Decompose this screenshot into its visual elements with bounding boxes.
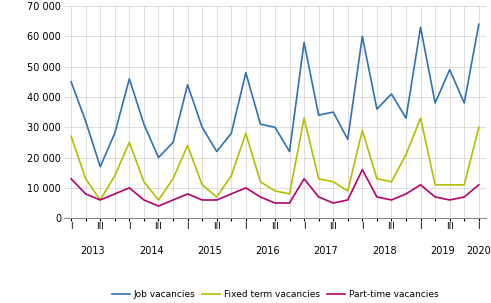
Job vacancies [447, 68, 453, 72]
Part-time vacancies [388, 198, 394, 202]
Part-time vacancies [462, 195, 467, 199]
Fixed term vacancies [388, 180, 394, 184]
Job vacancies [156, 156, 162, 159]
Job vacancies [432, 101, 438, 105]
Fixed term vacancies [432, 183, 438, 187]
Part-time vacancies [112, 192, 118, 196]
Part-time vacancies [447, 198, 453, 202]
Job vacancies [316, 113, 322, 117]
Fixed term vacancies [112, 174, 118, 178]
Job vacancies [97, 165, 103, 168]
Part-time vacancies [359, 168, 365, 171]
Job vacancies [170, 141, 176, 144]
Part-time vacancies [156, 204, 162, 208]
Line: Job vacancies: Job vacancies [71, 24, 479, 167]
Fixed term vacancies [156, 198, 162, 202]
Job vacancies [126, 77, 132, 81]
Text: 2014: 2014 [139, 246, 164, 256]
Part-time vacancies [403, 192, 409, 196]
Job vacancies [185, 83, 191, 87]
Text: 2013: 2013 [81, 246, 105, 256]
Part-time vacancies [316, 195, 322, 199]
Part-time vacancies [418, 183, 424, 187]
Fixed term vacancies [418, 116, 424, 120]
Job vacancies [214, 150, 219, 153]
Fixed term vacancies [403, 153, 409, 156]
Fixed term vacancies [126, 141, 132, 144]
Fixed term vacancies [447, 183, 453, 187]
Job vacancies [68, 80, 74, 84]
Job vacancies [82, 119, 88, 123]
Job vacancies [345, 138, 351, 141]
Text: 2015: 2015 [197, 246, 222, 256]
Fixed term vacancies [68, 135, 74, 138]
Text: 2017: 2017 [314, 246, 338, 256]
Text: 2019: 2019 [430, 246, 455, 256]
Text: 2018: 2018 [372, 246, 396, 256]
Fixed term vacancies [359, 128, 365, 132]
Job vacancies [418, 25, 424, 29]
Job vacancies [374, 107, 380, 111]
Fixed term vacancies [141, 180, 147, 184]
Part-time vacancies [141, 198, 147, 202]
Part-time vacancies [199, 198, 205, 202]
Fixed term vacancies [345, 189, 351, 193]
Part-time vacancies [432, 195, 438, 199]
Part-time vacancies [82, 192, 88, 196]
Part-time vacancies [272, 201, 278, 205]
Fixed term vacancies [199, 183, 205, 187]
Fixed term vacancies [228, 174, 234, 178]
Fixed term vacancies [170, 177, 176, 181]
Part-time vacancies [476, 183, 482, 187]
Job vacancies [462, 101, 467, 105]
Part-time vacancies [126, 186, 132, 190]
Job vacancies [228, 132, 234, 135]
Fixed term vacancies [272, 189, 278, 193]
Job vacancies [359, 35, 365, 38]
Part-time vacancies [97, 198, 103, 202]
Part-time vacancies [170, 198, 176, 202]
Fixed term vacancies [330, 180, 336, 184]
Part-time vacancies [374, 195, 380, 199]
Line: Part-time vacancies: Part-time vacancies [71, 170, 479, 206]
Job vacancies [141, 122, 147, 126]
Fixed term vacancies [97, 198, 103, 202]
Job vacancies [301, 41, 307, 44]
Fixed term vacancies [374, 177, 380, 181]
Fixed term vacancies [82, 177, 88, 181]
Job vacancies [403, 116, 409, 120]
Job vacancies [112, 132, 118, 135]
Fixed term vacancies [301, 116, 307, 120]
Job vacancies [243, 71, 249, 75]
Job vacancies [330, 110, 336, 114]
Part-time vacancies [345, 198, 351, 202]
Text: 2020: 2020 [466, 246, 491, 256]
Text: 2016: 2016 [255, 246, 280, 256]
Part-time vacancies [243, 186, 249, 190]
Fixed term vacancies [316, 177, 322, 181]
Fixed term vacancies [287, 192, 293, 196]
Part-time vacancies [228, 192, 234, 196]
Job vacancies [388, 92, 394, 96]
Job vacancies [199, 125, 205, 129]
Fixed term vacancies [462, 183, 467, 187]
Legend: Job vacancies, Fixed term vacancies, Part-time vacancies: Job vacancies, Fixed term vacancies, Par… [108, 286, 442, 302]
Part-time vacancies [301, 177, 307, 181]
Fixed term vacancies [185, 144, 191, 147]
Part-time vacancies [287, 201, 293, 205]
Part-time vacancies [68, 177, 74, 181]
Part-time vacancies [214, 198, 219, 202]
Part-time vacancies [185, 192, 191, 196]
Fixed term vacancies [243, 132, 249, 135]
Line: Fixed term vacancies: Fixed term vacancies [71, 118, 479, 200]
Part-time vacancies [330, 201, 336, 205]
Job vacancies [257, 122, 263, 126]
Job vacancies [476, 22, 482, 26]
Fixed term vacancies [257, 180, 263, 184]
Job vacancies [287, 150, 293, 153]
Job vacancies [272, 125, 278, 129]
Part-time vacancies [257, 195, 263, 199]
Fixed term vacancies [214, 195, 219, 199]
Fixed term vacancies [476, 125, 482, 129]
